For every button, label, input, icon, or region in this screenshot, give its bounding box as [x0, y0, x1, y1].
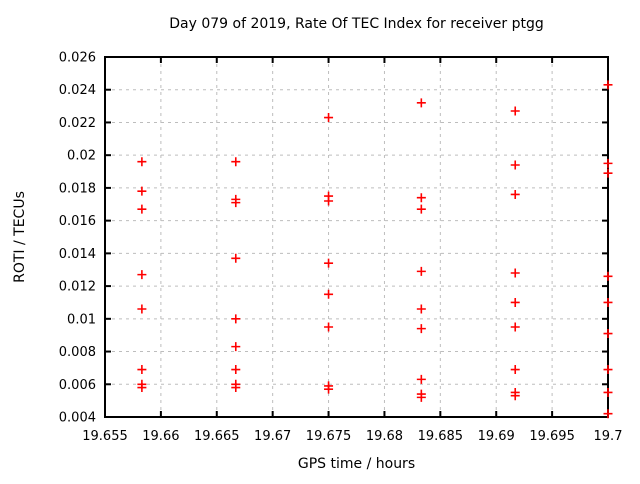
data-point-marker	[137, 204, 147, 214]
data-point-marker	[416, 98, 426, 108]
data-point-marker	[510, 365, 520, 375]
y-tick-label: 0.006	[59, 378, 96, 393]
data-point-marker	[231, 198, 241, 208]
data-point-marker	[603, 297, 613, 307]
data-point-marker	[510, 297, 520, 307]
data-point-marker	[510, 268, 520, 278]
data-point-marker	[603, 158, 613, 168]
data-point-marker	[137, 365, 147, 375]
x-tick-label: 19.68	[366, 429, 403, 444]
y-tick-label: 0.01	[67, 312, 96, 327]
data-point-marker	[324, 322, 334, 332]
x-tick-label: 19.67	[254, 429, 291, 444]
data-point-marker	[510, 106, 520, 116]
x-tick-label: 19.695	[529, 429, 575, 444]
y-axis-title: ROTI / TECUs	[12, 191, 28, 283]
y-tick-label: 0.016	[59, 214, 96, 229]
data-point-marker	[510, 189, 520, 199]
data-point-marker	[137, 186, 147, 196]
y-tick-label: 0.024	[59, 83, 96, 98]
data-point-marker	[603, 409, 613, 419]
y-tick-label: 0.004	[59, 411, 96, 426]
data-point-marker	[510, 391, 520, 401]
x-tick-label: 19.655	[82, 429, 128, 444]
data-point-marker	[603, 365, 613, 375]
data-point-marker	[416, 266, 426, 276]
data-point-marker	[324, 384, 334, 394]
data-point-marker	[231, 342, 241, 352]
data-point-marker	[231, 365, 241, 375]
data-point-marker	[603, 329, 613, 339]
x-tick-label: 19.675	[306, 429, 352, 444]
data-point-marker	[324, 113, 334, 123]
chart-title: Day 079 of 2019, Rate Of TEC Index for r…	[169, 16, 544, 32]
data-point-marker	[416, 324, 426, 334]
plot-border	[104, 56, 609, 418]
y-tick-label: 0.026	[59, 51, 96, 66]
x-tick-label: 19.69	[478, 429, 515, 444]
data-point-marker	[137, 270, 147, 280]
data-point-marker	[416, 304, 426, 314]
data-point-marker	[324, 258, 334, 268]
x-tick-label: 19.7	[594, 429, 623, 444]
data-point-marker	[416, 204, 426, 214]
x-tick-label: 19.66	[142, 429, 179, 444]
data-point-marker	[603, 387, 613, 397]
data-point-marker	[324, 196, 334, 206]
data-point-marker	[603, 168, 613, 178]
x-tick-label: 19.685	[418, 429, 464, 444]
data-point-marker	[416, 193, 426, 203]
data-point-marker	[231, 314, 241, 324]
data-point-marker	[603, 80, 613, 90]
data-point-marker	[416, 392, 426, 402]
y-tick-label: 0.02	[67, 149, 96, 164]
data-point-marker	[137, 383, 147, 393]
data-point-marker	[231, 383, 241, 393]
data-point-marker	[324, 289, 334, 299]
data-point-marker	[137, 157, 147, 167]
data-point-marker	[231, 253, 241, 263]
y-tick-label: 0.014	[59, 247, 96, 262]
y-tick-label: 0.008	[59, 345, 96, 360]
x-tick-label: 19.665	[194, 429, 240, 444]
data-point-marker	[510, 322, 520, 332]
data-point-marker	[416, 374, 426, 384]
data-point-marker	[603, 271, 613, 281]
y-tick-label: 0.012	[59, 280, 96, 295]
data-point-marker	[231, 157, 241, 167]
y-tick-label: 0.022	[59, 116, 96, 131]
x-axis-title: GPS time / hours	[297, 456, 416, 472]
data-point-marker	[137, 304, 147, 314]
data-point-marker	[510, 160, 520, 170]
y-tick-label: 0.018	[59, 181, 96, 196]
